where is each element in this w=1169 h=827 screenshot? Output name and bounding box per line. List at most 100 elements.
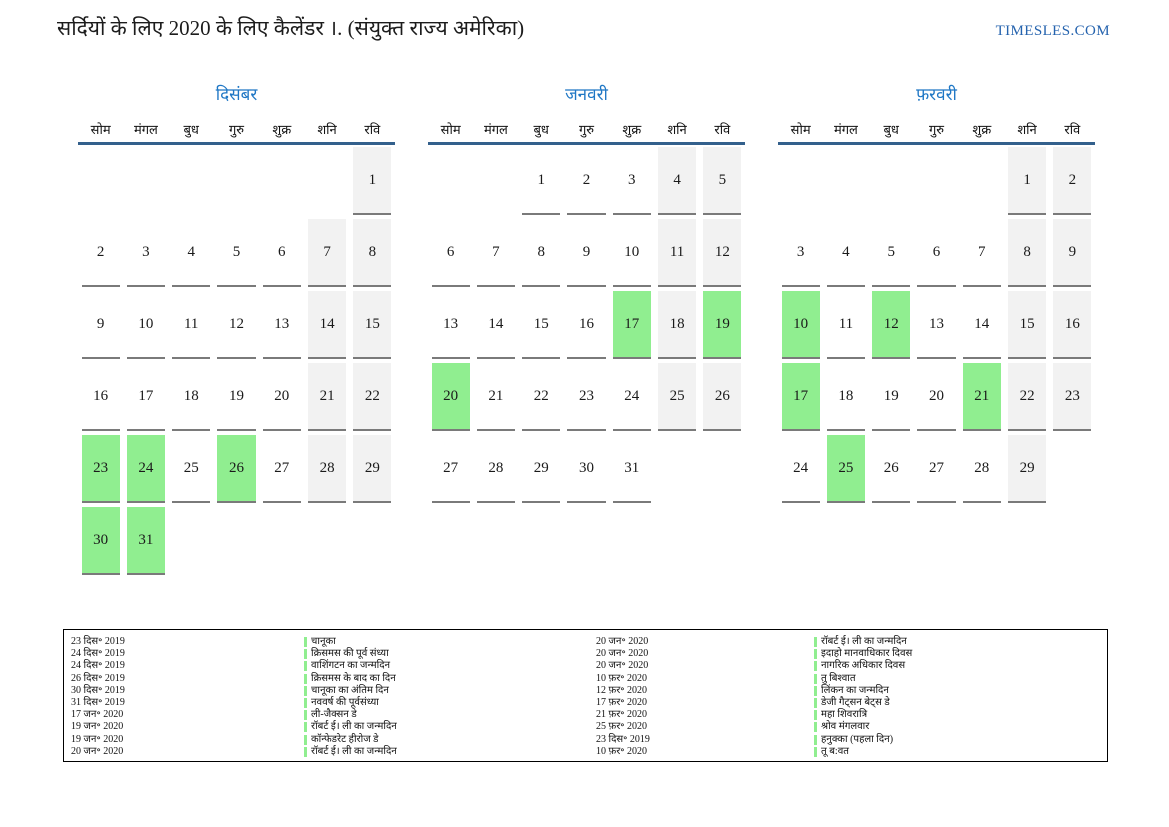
legend-event-label: महा शिवरात्रि (821, 709, 868, 721)
holiday-marker (814, 649, 817, 660)
legend-date: 24 दिस॰ 2019 (71, 660, 125, 672)
weekday-label: बुध (183, 122, 199, 137)
weekday-label: सोम (440, 122, 461, 137)
calendar-day: 21 (962, 363, 1001, 431)
calendar-day: 22 (1007, 363, 1047, 431)
calendar-day: 15 (353, 291, 392, 359)
weekday-label: सोम (90, 122, 111, 137)
calendar-day: 12 (872, 291, 911, 359)
month-grid: 1 2 3 4 5 6 7 8 9 10 11 12 13 14 15 16 17 18 19 20 21 22 23 24 2… (778, 145, 1095, 505)
calendar-day: 6 (917, 219, 956, 287)
calendar-day: 28 (962, 435, 1001, 503)
legend-event: नववर्ष की पूर्वसंध्या (304, 697, 596, 709)
month-grid: 1 2 3 4 5 6 7 8 9 10 11 12 13 14 15 16 17 18 19 20 21 22 23 24 2… (428, 145, 745, 505)
calendar-day-empty (172, 507, 210, 575)
header-rule (428, 142, 745, 145)
legend-event-label: चानूका (311, 636, 336, 648)
calendar-day: 7 (307, 219, 347, 287)
calendar-day: 23 (1053, 363, 1092, 431)
holiday-marker (814, 746, 817, 757)
week-row: 6 7 8 9 10 11 12 (428, 217, 745, 289)
legend-event: क्रिसमस की पूर्व संध्या (304, 648, 596, 660)
legend-event-label: ली-जैक्सन डे (311, 709, 357, 721)
calendar-day-empty (263, 147, 301, 215)
week-row: 10 11 12 13 14 15 16 (778, 289, 1095, 361)
weekday-label: गुरु (928, 122, 945, 137)
calendar-day: 11 (826, 291, 866, 359)
calendar-day: 15 (1007, 291, 1047, 359)
calendar-day: 6 (262, 219, 301, 287)
calendar-day: 26 (217, 435, 256, 503)
calendar-day: 12 (703, 219, 742, 287)
holiday-marker (304, 661, 307, 672)
weekday-label: मंगल (833, 122, 858, 137)
calendar-day: 15 (522, 291, 561, 359)
holiday-marker (814, 710, 817, 721)
legend-box: 23 दिस॰ 2019 चानूका 20 जन॰ 2020 रॉबर्ट ई। ल… (63, 629, 1108, 762)
weekday-label: शुक्र (972, 122, 992, 137)
calendar-day: 1 (522, 147, 561, 215)
calendar-day-empty (353, 507, 391, 575)
calendar-day: 8 (353, 219, 392, 287)
legend-event: श्रोव मंगलवार (814, 721, 1107, 733)
legend-event: महा शिवरात्रि (814, 709, 1107, 721)
weekday-label: मंगल (133, 122, 158, 137)
calendar-day-empty (963, 147, 1001, 215)
calendar-day: 23 (81, 435, 120, 503)
legend-event: डेजी गैट्सन बेट्स डे (814, 697, 1107, 709)
calendar-day: 25 (826, 435, 866, 503)
legend-event: तू ब:वत (814, 746, 1107, 758)
legend-event-label: कॉन्फेडरेट हीरोज डे (311, 733, 379, 745)
calendar-day: 26 (703, 363, 742, 431)
calendar-day: 19 (872, 363, 911, 431)
calendar-day: 21 (476, 363, 516, 431)
calendar-day: 23 (567, 363, 606, 431)
calendar-day: 24 (126, 435, 166, 503)
holiday-marker (814, 698, 817, 709)
holiday-marker (814, 661, 817, 672)
calendar-day: 30 (567, 435, 606, 503)
legend-date: 20 जन॰ 2020 (596, 648, 649, 660)
calendar-day-empty (308, 147, 346, 215)
legend-event-label: वाशिंगटन का जन्मदिन (311, 660, 391, 672)
legend-date: 19 जन॰ 2020 (71, 721, 124, 733)
calendar-day: 10 (126, 291, 166, 359)
calendar-day-empty (127, 147, 165, 215)
calendar-day-empty (263, 507, 301, 575)
holiday-marker (304, 710, 307, 721)
month-block: फ़रवरी सोम मंगल बुध गुरु शुक्र शनि रवि 1 2 3 4 5 6 7 8 9… (778, 80, 1095, 577)
calendar-day: 14 (307, 291, 347, 359)
header-rule (778, 142, 1095, 145)
calendar-day-empty (308, 507, 346, 575)
brand-link[interactable]: TIMESLES.COM (995, 23, 1110, 39)
month-title: दिसंबर (215, 85, 258, 104)
legend-event-label: तू ब:वत (821, 745, 849, 757)
calendar-day: 18 (826, 363, 866, 431)
legend-date: 20 जन॰ 2020 (596, 636, 649, 647)
calendar-day: 27 (262, 435, 301, 503)
calendar-day: 6 (431, 219, 470, 287)
calendar-day: 8 (1007, 219, 1047, 287)
legend-event-label: चानूका का अंतिम दिन (311, 684, 389, 696)
calendar-day: 16 (567, 291, 606, 359)
calendar-day: 8 (522, 219, 561, 287)
holiday-marker (304, 722, 307, 733)
legend-date: 19 जन॰ 2020 (71, 733, 124, 745)
legend-event: रॉबर्ट ई। ली का जन्मदिन (304, 746, 596, 758)
calendar-day: 5 (872, 219, 911, 287)
weekday-row: सोम मंगल बुध गुरु शुक्र शनि रवि (428, 118, 745, 142)
calendar-day-empty (1053, 435, 1091, 503)
calendar-day: 9 (81, 291, 120, 359)
calendar-day: 11 (657, 219, 697, 287)
calendar-day-empty (82, 147, 120, 215)
legend-event-label: तु बिश्वात (821, 672, 856, 684)
calendar-day: 1 (353, 147, 392, 215)
week-row: 9 10 11 12 13 14 15 (78, 289, 395, 361)
week-row: 27 28 29 30 31 (428, 433, 745, 505)
legend-event: वाशिंगटन का जन्मदिन (304, 660, 596, 672)
calendar-day: 7 (476, 219, 516, 287)
legend-event: हनुक्का (पहला दिन) (814, 734, 1107, 746)
weekday-label: शनि (1017, 122, 1037, 137)
